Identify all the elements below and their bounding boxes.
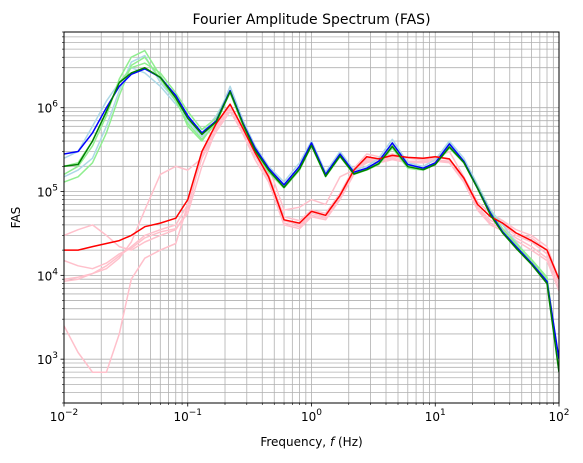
x-axis-title-var: f [330, 435, 336, 449]
x-tick-label: 102 [548, 408, 569, 424]
y-tick-exp: 3 [52, 351, 58, 361]
x-axis-title: Frequency, f (Hz) [260, 435, 362, 449]
series-group [64, 49, 559, 373]
x-tick-base: 10 [548, 410, 563, 424]
x-tick-exp: −1 [189, 408, 202, 418]
x-tick-label: 10−1 [173, 408, 202, 424]
series-line-4 [64, 108, 559, 292]
x-tick-exp: −2 [65, 408, 78, 418]
x-tick-base: 10 [301, 410, 316, 424]
series-line-12 [64, 66, 559, 373]
x-tick-base: 10 [50, 410, 65, 424]
y-tick-base: 10 [37, 102, 52, 116]
x-tick-base: 10 [425, 410, 440, 424]
x-tick-exp: 2 [564, 408, 570, 418]
series-line-11 [64, 103, 559, 280]
x-tick-label: 100 [301, 408, 322, 424]
x-tick-exp: 1 [440, 408, 446, 418]
x-tick-exp: 0 [316, 408, 322, 418]
y-tick-exp: 4 [52, 267, 58, 277]
y-tick-exp: 6 [52, 100, 58, 110]
series-line-2 [64, 103, 559, 280]
y-tick-label: 103 [37, 351, 58, 367]
y-axis-title: FAS [9, 207, 23, 229]
x-tick-label: 10−2 [50, 408, 79, 424]
x-tick-base: 10 [173, 410, 188, 424]
chart-title: Fourier Amplitude Spectrum (FAS) [192, 12, 430, 28]
y-tick-base: 10 [37, 353, 52, 367]
x-axis-title-suffix: (Hz) [334, 435, 363, 449]
y-tick-base: 10 [37, 269, 52, 283]
y-tick-exp: 5 [52, 184, 58, 194]
x-tick-label: 101 [425, 408, 446, 424]
y-tick-label: 105 [37, 184, 58, 200]
y-tick-base: 10 [37, 186, 52, 200]
y-tick-label: 104 [37, 267, 58, 283]
x-axis-title-prefix: Frequency, [260, 435, 330, 449]
y-tick-label: 106 [37, 100, 58, 116]
